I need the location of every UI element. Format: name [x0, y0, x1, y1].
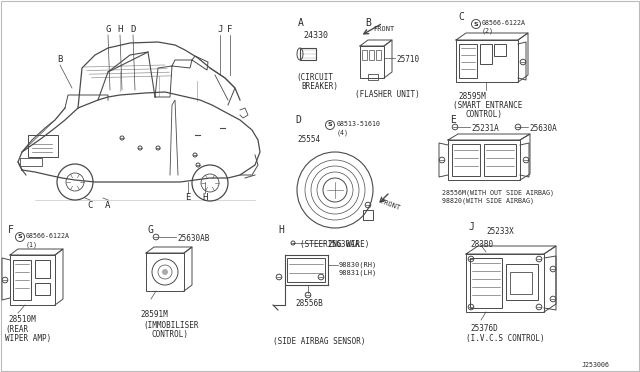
Text: CONTROL): CONTROL) — [151, 330, 188, 339]
Text: 28556B: 28556B — [295, 299, 323, 308]
Text: (FLASHER UNIT): (FLASHER UNIT) — [355, 90, 420, 99]
Bar — [287, 258, 325, 282]
Bar — [28, 135, 58, 157]
Text: 28595M: 28595M — [458, 92, 486, 101]
Text: A: A — [298, 18, 304, 28]
Bar — [360, 46, 384, 78]
Text: J253006: J253006 — [582, 362, 610, 368]
Text: (CIRCUIT: (CIRCUIT — [296, 73, 333, 82]
Bar — [376, 50, 381, 60]
Bar — [506, 264, 538, 300]
Text: 25630A: 25630A — [529, 124, 557, 133]
Text: H: H — [202, 193, 208, 202]
Text: 98831(LH): 98831(LH) — [339, 269, 377, 276]
Text: B: B — [58, 55, 63, 64]
Text: G: G — [148, 225, 154, 235]
Text: B: B — [365, 18, 371, 28]
Bar — [466, 254, 544, 312]
Circle shape — [162, 269, 168, 275]
Text: 25376D: 25376D — [470, 324, 498, 333]
Bar — [470, 258, 502, 308]
Text: FRONT: FRONT — [379, 198, 401, 211]
Text: 98830(RH): 98830(RH) — [339, 261, 377, 267]
Text: 28591M: 28591M — [140, 310, 168, 319]
Text: WIPER AMP): WIPER AMP) — [5, 334, 51, 343]
Bar — [363, 210, 373, 220]
Text: G: G — [106, 26, 111, 35]
Text: FRONT: FRONT — [373, 26, 394, 32]
Bar — [35, 260, 50, 278]
Text: 25710: 25710 — [396, 55, 419, 64]
Text: 25231A: 25231A — [471, 124, 499, 133]
Bar — [480, 44, 492, 64]
Bar — [368, 74, 378, 80]
Text: 24330: 24330 — [303, 31, 328, 40]
Text: (SMART ENTRANCE: (SMART ENTRANCE — [453, 101, 522, 110]
Text: 25630AA: 25630AA — [327, 240, 360, 249]
Text: (REAR: (REAR — [5, 325, 28, 334]
Bar — [20, 158, 42, 166]
Text: F: F — [8, 225, 14, 235]
Bar — [146, 253, 184, 291]
Text: J: J — [468, 222, 474, 232]
Text: S: S — [328, 122, 332, 128]
Text: S: S — [474, 22, 478, 26]
Bar — [456, 40, 518, 82]
Text: C: C — [87, 201, 93, 209]
Text: A: A — [106, 201, 111, 209]
Text: H: H — [278, 225, 284, 235]
Bar — [448, 140, 520, 180]
Bar — [362, 50, 367, 60]
Text: 28510M: 28510M — [8, 315, 36, 324]
Text: (2): (2) — [482, 28, 494, 35]
Text: C: C — [458, 12, 464, 22]
Text: (IMMOBILISER: (IMMOBILISER — [143, 321, 198, 330]
Text: 08513-51610: 08513-51610 — [337, 121, 381, 127]
Text: S: S — [18, 234, 22, 240]
Text: 08566-6122A: 08566-6122A — [482, 20, 526, 26]
Text: 25630AB: 25630AB — [177, 234, 209, 243]
Bar — [35, 283, 50, 295]
Text: F: F — [227, 26, 233, 35]
Bar — [494, 44, 506, 56]
Text: (1): (1) — [26, 241, 38, 247]
Bar — [369, 50, 374, 60]
Bar — [10, 255, 55, 305]
Text: H: H — [117, 26, 123, 35]
Bar — [459, 44, 477, 78]
Text: 08566-6122A: 08566-6122A — [26, 233, 70, 239]
Bar — [484, 144, 516, 176]
Bar — [510, 272, 532, 294]
Text: CONTROL): CONTROL) — [466, 110, 503, 119]
Text: 28556M(WITH OUT SIDE AIRBAG): 28556M(WITH OUT SIDE AIRBAG) — [442, 190, 554, 196]
Text: 25554: 25554 — [297, 135, 320, 144]
Text: (SIDE AIRBAG SENSOR): (SIDE AIRBAG SENSOR) — [273, 337, 365, 346]
Bar — [300, 48, 316, 60]
Bar — [13, 260, 31, 300]
Bar — [452, 144, 480, 176]
Text: E: E — [186, 193, 191, 202]
Text: 283B0: 283B0 — [470, 240, 493, 249]
Text: D: D — [295, 115, 301, 125]
Text: BREAKER): BREAKER) — [301, 82, 338, 91]
Text: (STEERING WIRE): (STEERING WIRE) — [300, 240, 369, 249]
Text: (4): (4) — [337, 129, 349, 135]
Text: E: E — [450, 115, 456, 125]
Text: (I.V.C.S CONTROL): (I.V.C.S CONTROL) — [466, 334, 545, 343]
Text: D: D — [131, 26, 136, 35]
Text: 98820(WITH SIDE AIRBAG): 98820(WITH SIDE AIRBAG) — [442, 198, 534, 205]
Text: 25233X: 25233X — [486, 227, 514, 236]
Text: J: J — [218, 26, 223, 35]
